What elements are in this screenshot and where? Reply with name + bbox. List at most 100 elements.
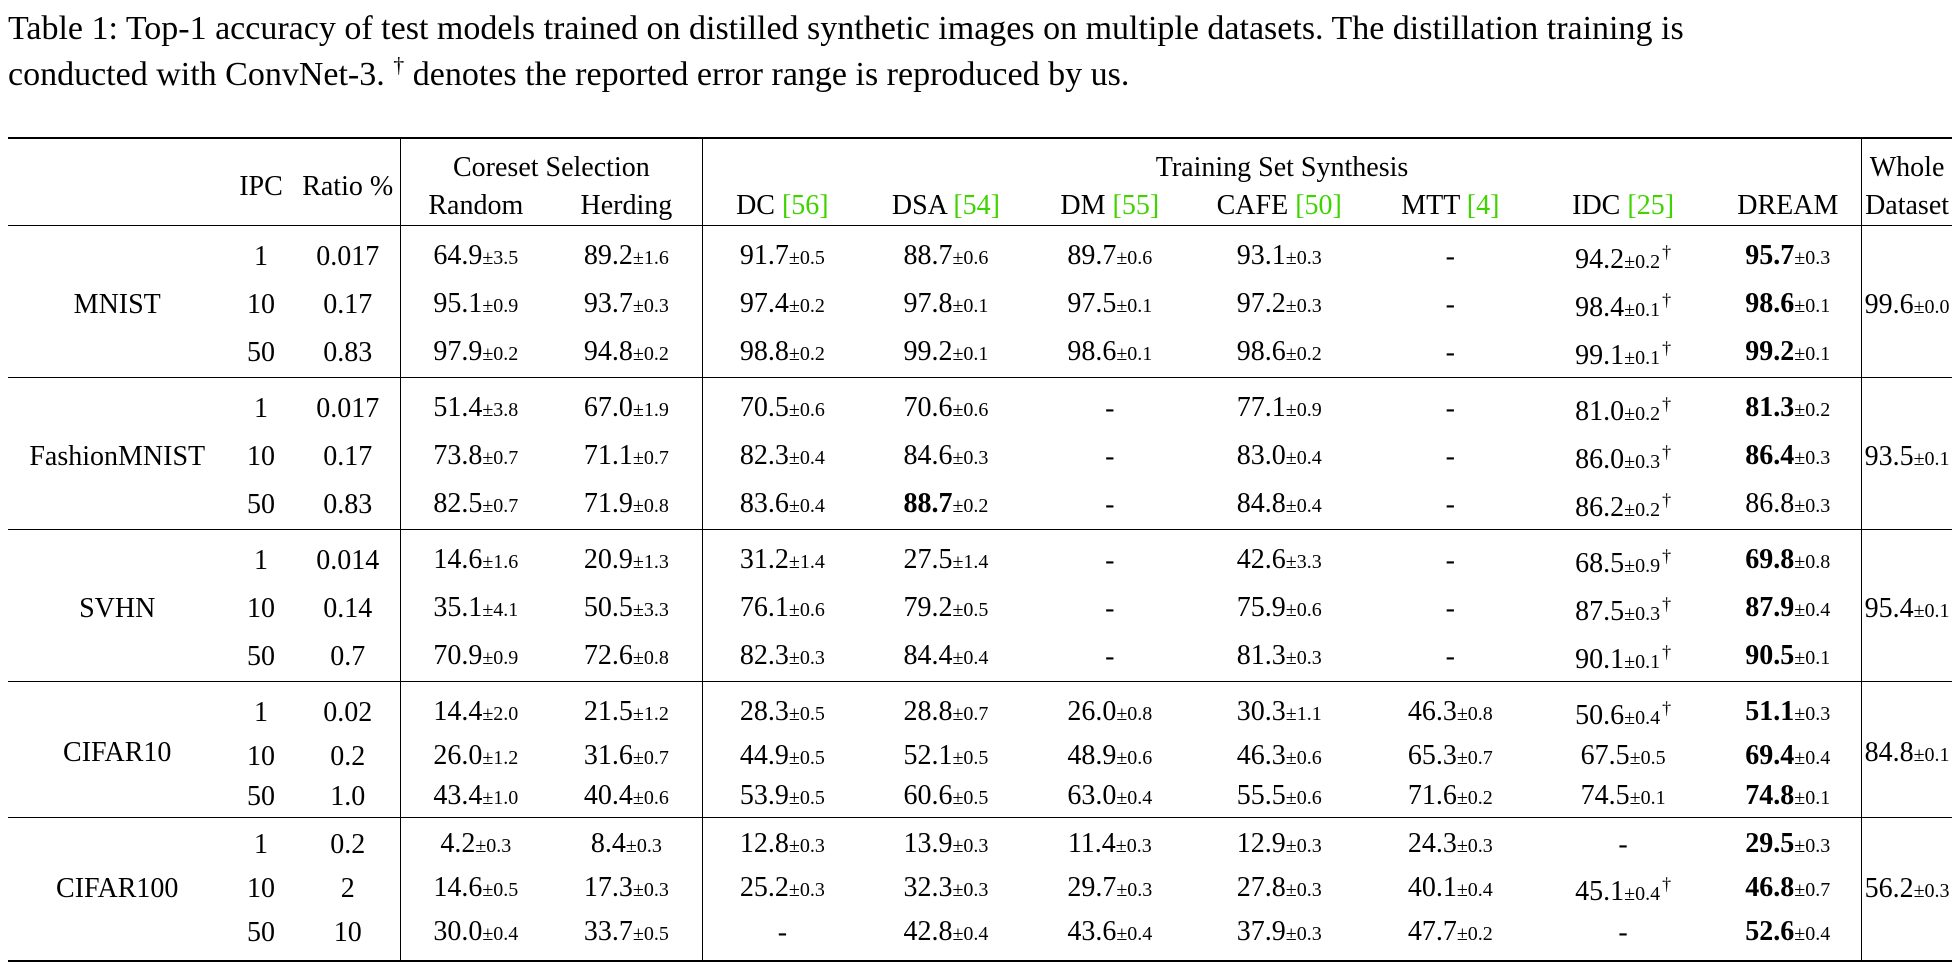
- table-row: CIFAR100 1 0.2 4.2±0.3 8.4±0.3 12.8±0.3 13.9±0…: [8, 825, 1952, 953]
- accuracy-value: 60.6: [903, 780, 953, 811]
- spacer-cell: [295, 681, 401, 689]
- spacer-cell: [862, 953, 1030, 961]
- cell-idc: -: [1532, 825, 1715, 865]
- error-range: ±0.4: [1285, 447, 1322, 469]
- citation-cafe[interactable]: [50]: [1295, 190, 1342, 221]
- cell-dc: 44.9±0.5: [701, 737, 862, 777]
- spacer-cell: [1030, 225, 1190, 233]
- ipc-cell: 50: [247, 781, 276, 812]
- header-dc-label: DC: [736, 190, 782, 221]
- whole-dataset-cell: 93.5±0.1: [1861, 385, 1952, 530]
- ratio-cell: 0.83: [323, 489, 373, 520]
- cell-dc: 28.3±0.5: [701, 689, 862, 737]
- cell-dream: 46.8±0.7: [1714, 865, 1861, 913]
- error-range: ±0.4: [1624, 707, 1661, 729]
- header-dsa: DSA [54]: [862, 187, 1030, 226]
- accuracy-value: 72.6: [583, 640, 633, 671]
- error-range: ±0.2: [788, 295, 825, 317]
- cell-mtt: -: [1369, 481, 1532, 530]
- error-range: ±0.3: [1285, 247, 1322, 269]
- table-row: SVHN 1 0.014 14.6±1.6 20.9±1.3 31.2±1.4 27.5±1…: [8, 537, 1952, 682]
- error-range: ±0.3: [632, 879, 669, 901]
- error-range: ±0.2: [632, 343, 669, 365]
- ipc-cell: 50: [247, 641, 276, 672]
- spacer-cell: [295, 817, 401, 825]
- error-range: ±0.6: [1285, 787, 1322, 809]
- header-whole-line1: Whole: [1861, 149, 1952, 187]
- cell-dc: 76.1±0.6: [701, 585, 862, 633]
- accuracy-value: 84.8: [1236, 488, 1286, 519]
- accuracy-value: 32.3: [903, 872, 953, 903]
- cell-herding: 17.3±0.3: [551, 865, 703, 913]
- citation-dm[interactable]: [55]: [1112, 190, 1160, 221]
- spacer-cell: [226, 817, 296, 825]
- cell-herding: 31.6±0.7: [551, 737, 703, 777]
- spacer-cell: [295, 377, 401, 385]
- accuracy-value: 4.2: [440, 828, 476, 859]
- header-idc-label: IDC: [1572, 190, 1628, 221]
- cell-dm: -: [1030, 585, 1189, 633]
- accuracy-value: 64.9: [433, 240, 483, 271]
- accuracy-value: 26.0: [1067, 696, 1117, 727]
- accuracy-value: 93.1: [1236, 240, 1286, 271]
- accuracy-value: -: [1105, 393, 1115, 424]
- citation-dsa[interactable]: [54]: [953, 190, 1001, 221]
- cell-dm: -: [1030, 537, 1189, 585]
- accuracy-value: 26.0: [433, 740, 483, 771]
- cell-mtt: 46.3±0.8: [1369, 689, 1532, 737]
- error-range: ±1.4: [788, 551, 825, 573]
- accuracy-value: 12.9: [1236, 828, 1286, 859]
- dataset-separator: [8, 377, 1952, 385]
- error-range: ±0.4: [1794, 747, 1831, 769]
- citation-idc[interactable]: [25]: [1627, 190, 1675, 221]
- error-range: ±0.3: [625, 835, 662, 857]
- accuracy-value: -: [1445, 441, 1455, 472]
- whole-dataset-cell: 84.8±0.1: [1861, 689, 1952, 818]
- spacer-cell: [861, 817, 1031, 825]
- accuracy-value: 14.6: [433, 872, 483, 903]
- spacer-cell: [1861, 529, 1952, 537]
- cell-random: 14.6±1.6: [399, 537, 551, 585]
- accuracy-value: 76.1: [739, 592, 789, 623]
- error-range: ±0.1: [1624, 347, 1661, 369]
- spacer-cell: [399, 817, 551, 825]
- table-row: 10 0.17 73.8±0.7 71.1±0.7 82.3±0.4 84.6±0.3-8…: [8, 433, 1952, 481]
- accuracy-value: 86.0: [1575, 444, 1625, 475]
- cell-random: 4.2±0.3: [399, 825, 551, 865]
- spacer-cell: [1714, 225, 1862, 233]
- error-range: ±0.2: [482, 343, 519, 365]
- error-range: ±0.5: [1629, 747, 1666, 769]
- accuracy-value: 29.5: [1745, 828, 1795, 859]
- spacer-cell: [226, 953, 295, 961]
- error-range: ±0.6: [952, 399, 989, 421]
- accuracy-value: 63.0: [1067, 780, 1117, 811]
- cell-mtt: -: [1369, 537, 1532, 585]
- cell-cafe: 42.6±3.3: [1190, 537, 1369, 585]
- ipc-cell: 1: [254, 697, 269, 728]
- cell-idc: 45.1±0.4 †: [1532, 865, 1715, 913]
- accuracy-value: 50.5: [583, 592, 633, 623]
- error-range: ±0.6: [1285, 747, 1322, 769]
- spacer-cell: [550, 225, 703, 233]
- spacer-cell: [1368, 225, 1532, 233]
- error-range: ±0.5: [788, 787, 825, 809]
- cell-dream: 86.4±0.3: [1714, 433, 1861, 481]
- ipc-cell: 50: [247, 917, 276, 948]
- cell-herding: 8.4±0.3: [551, 825, 703, 865]
- error-range: ±0.9: [482, 647, 519, 669]
- accuracy-value: 21.5: [583, 696, 633, 727]
- spacer-cell: [1189, 377, 1369, 385]
- accuracy-value: 81.0: [1575, 396, 1625, 427]
- accuracy-value: -: [1445, 593, 1455, 624]
- citation-dc[interactable]: [56]: [781, 190, 829, 221]
- spacer-cell: [1532, 953, 1715, 961]
- error-range: ±0.4: [1794, 599, 1831, 621]
- spacer-cell: [1368, 681, 1532, 689]
- accuracy-value: 91.7: [739, 240, 789, 271]
- accuracy-value: 24.3: [1407, 828, 1457, 859]
- accuracy-value: 74.5: [1580, 780, 1630, 811]
- citation-mtt[interactable]: [4]: [1466, 190, 1500, 221]
- spacer-cell: [1861, 681, 1952, 689]
- cell-dream: 98.6±0.1: [1714, 281, 1861, 329]
- cell-herding: 94.8±0.2: [551, 329, 703, 378]
